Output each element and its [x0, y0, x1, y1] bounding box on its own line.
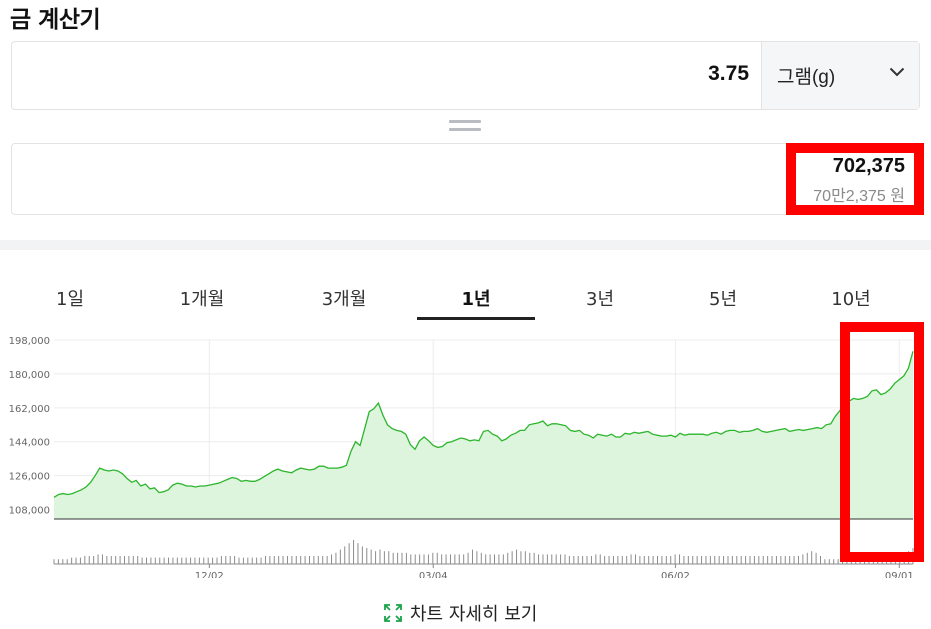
expand-icon	[384, 604, 402, 622]
period-tabs: 1일 1개월 3개월 1년 3년 5년 10년	[0, 275, 931, 325]
x-tick-label: 09/01	[885, 571, 914, 578]
y-tick-label: 162,000	[9, 404, 50, 415]
y-tick-label: 144,000	[9, 438, 50, 449]
x-tick-label: 03/04	[419, 571, 448, 578]
tab-3-years[interactable]: 3년	[585, 289, 615, 310]
x-tick-label: 06/02	[661, 571, 690, 578]
tab-5-years[interactable]: 5년	[708, 289, 738, 310]
price-chart[interactable]: 198,000 180,000 162,000 144,000 126,000 108,0…	[0, 328, 931, 578]
section-divider	[0, 240, 931, 250]
tab-1-year[interactable]: 1년	[461, 289, 491, 310]
chart-detail-link[interactable]: 차트 자세히 보기	[384, 600, 537, 626]
result-box	[11, 143, 920, 215]
tab-10-years[interactable]: 10년	[831, 289, 871, 310]
tab-1-day[interactable]: 1일	[55, 289, 85, 310]
highlight-box-chart	[840, 322, 924, 562]
chevron-down-icon	[889, 67, 905, 77]
page-title: 금 계산기	[10, 7, 101, 33]
y-tick-label: 108,000	[9, 506, 50, 517]
active-tab-underline	[417, 317, 535, 320]
drag-handle-icon[interactable]	[449, 120, 481, 134]
amount-input-box[interactable]: 3.75 그램(g)	[11, 41, 920, 110]
tab-3-months[interactable]: 3개월	[321, 289, 367, 310]
price-area	[54, 351, 913, 519]
result-value: 702,375	[832, 155, 905, 177]
highlight-box-result	[786, 143, 924, 215]
y-tick-label: 198,000	[9, 336, 50, 347]
price-line	[53, 351, 914, 498]
amount-input[interactable]: 3.75	[708, 62, 749, 85]
result-korean-amount: 70만2,375 원	[813, 188, 905, 205]
unit-select-label: 그램(g)	[777, 67, 836, 88]
y-tick-label: 126,000	[9, 472, 50, 483]
unit-select[interactable]: 그램(g)	[761, 42, 919, 109]
tab-1-month[interactable]: 1개월	[179, 289, 225, 310]
chart-detail-label: 차트 자세히 보기	[410, 604, 538, 625]
x-tick-label: 12/02	[195, 571, 224, 578]
y-tick-label: 180,000	[9, 370, 50, 381]
